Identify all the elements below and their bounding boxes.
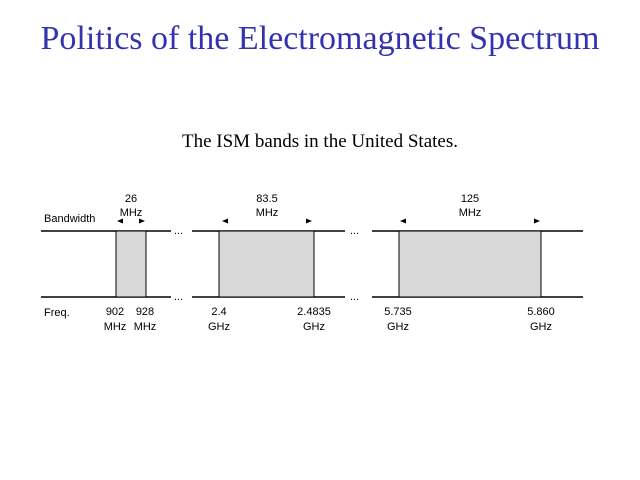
low-frequency-unit: GHz — [387, 321, 409, 333]
bandwidth-right-arrow — [534, 218, 540, 224]
low-frequency-value: 5.735 — [384, 306, 412, 318]
bandwidth-left-arrow — [117, 218, 123, 224]
bandwidth-unit: MHz — [459, 207, 482, 219]
gap-marker: ... — [350, 291, 359, 303]
bandwidth-unit: MHz — [256, 207, 279, 219]
bandwidth-left-arrow — [222, 218, 228, 224]
high-frequency-value: 5.860 — [527, 306, 555, 318]
bandwidth-value: 83.5 — [256, 193, 277, 205]
bandwidth-row-label: Bandwidth — [44, 213, 95, 225]
diagram-caption: The ISM bands in the United States. — [182, 131, 458, 152]
band-rect — [398, 230, 542, 298]
high-frequency-unit: GHz — [530, 321, 552, 333]
bandwidth-value: 125 — [461, 193, 479, 205]
low-frequency-value: 2.4 — [211, 306, 226, 318]
high-frequency-value: 2.4835 — [297, 306, 331, 318]
band-5.735-5.860: 125 MHz 5.735 GHz 5.860 GHz — [384, 193, 555, 333]
band-902-928: 26 MHz 902 MHz 928 MHz — [104, 193, 157, 333]
bandwidth-right-arrow — [306, 218, 312, 224]
bandwidth-value: 26 — [125, 193, 137, 205]
slide-title: Politics of the Electromagnetic Spectrum — [40, 20, 600, 57]
low-frequency-unit: GHz — [208, 321, 230, 333]
low-frequency-value: 902 — [106, 306, 124, 318]
high-frequency-value: 928 — [136, 306, 154, 318]
band-rect — [218, 230, 315, 298]
bandwidth-right-arrow — [139, 218, 145, 224]
high-frequency-unit: GHz — [303, 321, 325, 333]
high-frequency-unit: MHz — [134, 321, 157, 333]
freq-row-label: Freq. — [44, 307, 70, 319]
band-rect — [115, 230, 147, 298]
low-frequency-unit: MHz — [104, 321, 127, 333]
gap-marker: ... — [174, 291, 183, 303]
bandwidth-unit: MHz — [120, 207, 143, 219]
bandwidth-left-arrow — [400, 218, 406, 224]
gap-marker: ... — [174, 225, 183, 237]
band-2.4-2.4835: 83.5 MHz 2.4 GHz 2.4835 GHz — [208, 193, 331, 333]
gap-marker: ... — [350, 225, 359, 237]
